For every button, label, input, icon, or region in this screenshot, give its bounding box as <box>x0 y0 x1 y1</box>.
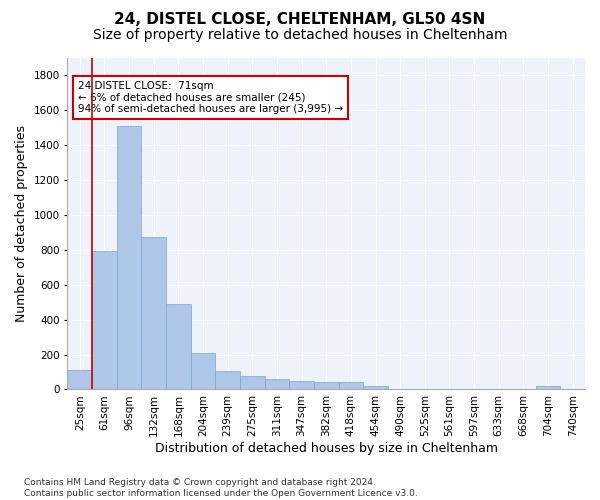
Bar <box>191 353 215 390</box>
Bar <box>437 388 462 390</box>
Bar <box>462 388 487 390</box>
Bar <box>289 380 314 390</box>
Bar <box>338 382 363 390</box>
Bar <box>240 376 265 390</box>
Bar <box>412 388 437 390</box>
Bar <box>314 382 338 390</box>
Bar <box>215 371 240 390</box>
Text: Size of property relative to detached houses in Cheltenham: Size of property relative to detached ho… <box>93 28 507 42</box>
Y-axis label: Number of detached properties: Number of detached properties <box>15 125 28 322</box>
Bar <box>363 386 388 390</box>
Bar <box>117 126 142 390</box>
Bar <box>166 304 191 390</box>
Bar <box>511 388 536 390</box>
Bar <box>388 388 412 390</box>
Text: Contains HM Land Registry data © Crown copyright and database right 2024.
Contai: Contains HM Land Registry data © Crown c… <box>24 478 418 498</box>
Bar <box>92 252 117 390</box>
Bar <box>142 238 166 390</box>
Bar <box>265 379 289 390</box>
Bar <box>487 388 511 390</box>
Text: 24, DISTEL CLOSE, CHELTENHAM, GL50 4SN: 24, DISTEL CLOSE, CHELTENHAM, GL50 4SN <box>115 12 485 28</box>
X-axis label: Distribution of detached houses by size in Cheltenham: Distribution of detached houses by size … <box>155 442 498 455</box>
Bar <box>560 388 585 390</box>
Bar <box>536 386 560 390</box>
Text: 24 DISTEL CLOSE:  71sqm
← 6% of detached houses are smaller (245)
94% of semi-de: 24 DISTEL CLOSE: 71sqm ← 6% of detached … <box>78 80 343 114</box>
Bar <box>67 370 92 390</box>
